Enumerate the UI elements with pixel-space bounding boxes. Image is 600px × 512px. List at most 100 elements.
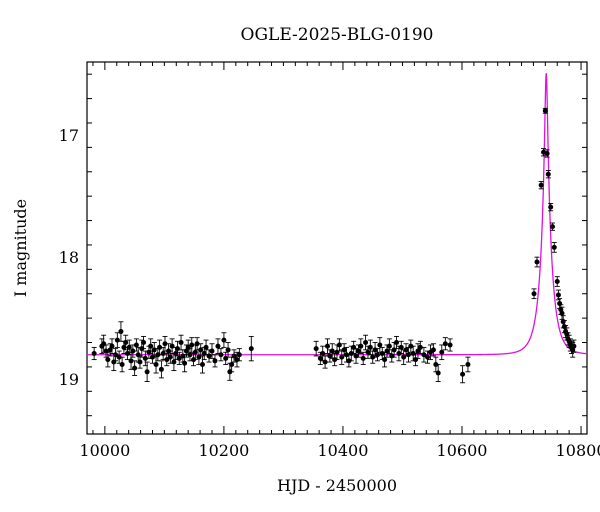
data-marker bbox=[327, 353, 333, 359]
data-marker bbox=[203, 344, 209, 350]
data-point bbox=[559, 306, 565, 320]
data-marker bbox=[178, 340, 184, 346]
data-marker bbox=[384, 348, 390, 354]
data-marker bbox=[192, 349, 198, 355]
data-point bbox=[322, 355, 328, 369]
data-marker bbox=[130, 348, 136, 354]
data-marker bbox=[334, 349, 340, 355]
data-marker bbox=[215, 343, 221, 349]
model-curve bbox=[87, 73, 587, 356]
data-marker bbox=[405, 352, 411, 358]
chart-title: OGLE-2025-BLG-0190 bbox=[241, 25, 434, 45]
data-marker bbox=[559, 310, 565, 316]
data-point bbox=[324, 338, 330, 354]
data-marker bbox=[105, 357, 111, 363]
data-point bbox=[221, 332, 227, 348]
data-marker bbox=[545, 171, 551, 177]
data-marker bbox=[549, 224, 555, 230]
data-marker bbox=[101, 341, 107, 347]
data-point bbox=[178, 334, 184, 351]
data-point bbox=[157, 339, 163, 356]
data-marker bbox=[162, 341, 168, 347]
y-axis-ticks: 17 18 19 bbox=[59, 73, 587, 417]
data-point bbox=[544, 149, 550, 158]
data-point bbox=[248, 335, 254, 362]
data-marker bbox=[158, 366, 164, 372]
data-marker bbox=[439, 349, 445, 355]
data-point bbox=[119, 356, 125, 373]
data-marker bbox=[571, 343, 577, 349]
data-marker bbox=[372, 347, 378, 353]
data-marker bbox=[415, 348, 421, 354]
data-marker bbox=[557, 300, 563, 306]
data-point bbox=[91, 346, 97, 361]
data-point bbox=[447, 338, 453, 352]
data-point bbox=[113, 348, 119, 362]
data-marker bbox=[447, 342, 453, 348]
data-marker bbox=[358, 343, 364, 349]
data-marker bbox=[113, 352, 119, 358]
data-marker bbox=[198, 347, 204, 353]
data-point bbox=[549, 222, 555, 231]
data-marker bbox=[248, 346, 254, 352]
data-marker bbox=[339, 354, 345, 360]
data-marker bbox=[389, 353, 395, 359]
data-marker bbox=[160, 351, 166, 357]
data-marker bbox=[167, 354, 173, 360]
data-point bbox=[415, 343, 421, 359]
data-marker bbox=[223, 355, 229, 361]
data-marker bbox=[234, 357, 240, 363]
data-point bbox=[162, 335, 168, 352]
y-tick-label: 17 bbox=[59, 126, 79, 145]
data-marker bbox=[403, 347, 409, 353]
x-tick-label: 10000 bbox=[79, 441, 130, 460]
data-point bbox=[358, 338, 364, 354]
data-marker bbox=[221, 337, 227, 343]
data-marker bbox=[564, 331, 570, 337]
data-point bbox=[99, 338, 105, 354]
data-marker bbox=[169, 343, 175, 349]
data-marker bbox=[225, 347, 231, 353]
data-marker bbox=[424, 354, 430, 360]
data-point bbox=[114, 332, 120, 348]
data-marker bbox=[460, 371, 466, 377]
data-marker bbox=[379, 351, 385, 357]
data-marker bbox=[174, 346, 180, 352]
data-marker bbox=[353, 353, 359, 359]
data-point bbox=[367, 339, 373, 356]
x-axis-ticks: 10000 10200 10400 10600 10800 bbox=[79, 62, 600, 460]
data-marker bbox=[560, 319, 566, 325]
data-marker bbox=[133, 342, 139, 348]
x-tick-label: 10400 bbox=[317, 441, 368, 460]
data-marker bbox=[355, 348, 361, 354]
data-marker bbox=[336, 342, 342, 348]
data-point bbox=[571, 339, 577, 353]
x-tick-label: 10600 bbox=[437, 441, 488, 460]
data-point bbox=[417, 340, 423, 354]
data-marker bbox=[401, 354, 407, 360]
data-point bbox=[329, 343, 335, 359]
data-marker bbox=[435, 370, 441, 376]
data-point bbox=[430, 343, 436, 357]
data-marker bbox=[109, 343, 115, 349]
data-marker bbox=[313, 346, 319, 352]
data-point bbox=[398, 340, 404, 354]
data-point bbox=[144, 361, 150, 383]
data-marker bbox=[398, 344, 404, 350]
data-marker bbox=[128, 358, 134, 364]
data-marker bbox=[377, 342, 383, 348]
data-point bbox=[317, 351, 323, 365]
data-point bbox=[531, 288, 537, 300]
data-marker bbox=[151, 347, 157, 353]
data-marker bbox=[144, 369, 150, 375]
data-point bbox=[215, 338, 221, 354]
data-marker bbox=[421, 352, 427, 358]
data-marker bbox=[324, 343, 330, 349]
data-point bbox=[160, 346, 166, 361]
data-marker bbox=[542, 108, 548, 114]
data-marker bbox=[157, 344, 163, 350]
data-point bbox=[421, 346, 427, 363]
data-point bbox=[116, 350, 122, 364]
data-point bbox=[534, 256, 540, 268]
